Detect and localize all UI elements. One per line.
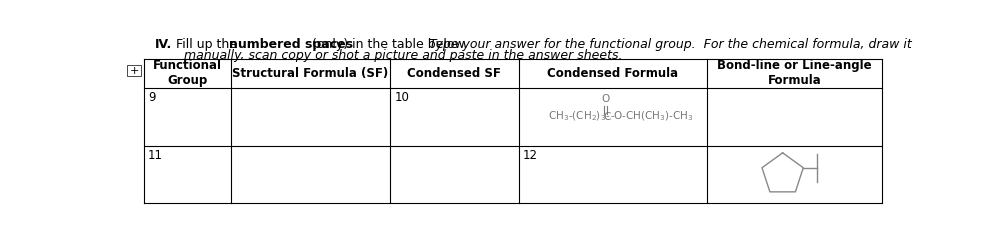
Text: 11: 11 — [148, 149, 162, 162]
Text: Structural Formula (SF): Structural Formula (SF) — [232, 67, 388, 80]
Bar — [127, 65, 141, 76]
Text: +: + — [130, 66, 140, 76]
Text: -O-CH(CH$_3$)-CH$_3$: -O-CH(CH$_3$)-CH$_3$ — [610, 110, 694, 123]
Text: 10: 10 — [394, 91, 409, 104]
Text: 12: 12 — [523, 149, 538, 162]
Text: numbered spaces: numbered spaces — [229, 38, 353, 51]
Text: Fill up the: Fill up the — [176, 38, 242, 51]
Text: Type your answer for the functional group.  For the chemical formula, draw it: Type your answer for the functional grou… — [421, 38, 912, 51]
Text: O: O — [602, 94, 610, 104]
Text: 9: 9 — [148, 91, 155, 104]
Text: manually, scan copy or shot a picture and paste in the answer sheets.: manually, scan copy or shot a picture an… — [184, 49, 623, 61]
Text: (only) in the table below.: (only) in the table below. — [308, 38, 468, 51]
Text: Condensed Formula: Condensed Formula — [547, 67, 678, 80]
Text: C: C — [604, 112, 611, 122]
Text: IV.: IV. — [154, 38, 172, 51]
Text: Functional
Group: Functional Group — [152, 59, 222, 87]
Text: Bond-line or Line-angle
Formula: Bond-line or Line-angle Formula — [717, 59, 871, 87]
Text: Condensed SF: Condensed SF — [407, 67, 501, 80]
Text: CH$_3$-(CH$_2$)$_3$-: CH$_3$-(CH$_2$)$_3$- — [547, 110, 610, 123]
